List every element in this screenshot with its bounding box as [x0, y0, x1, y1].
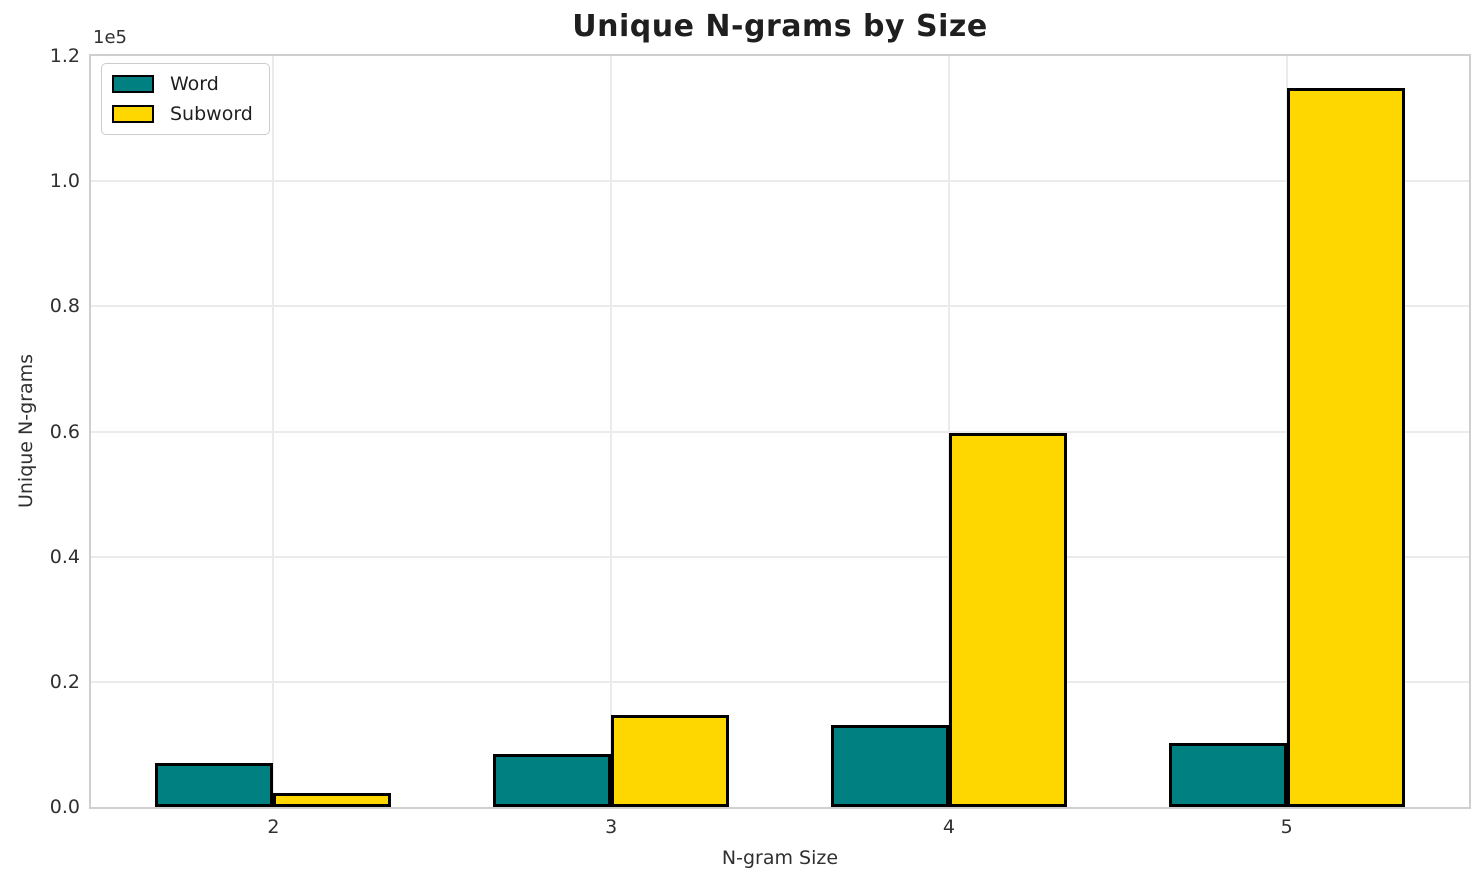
- y-tick-label: 0.6: [49, 420, 80, 443]
- y-tick-label: 0.2: [49, 670, 80, 693]
- legend-item-subword: Subword: [112, 103, 253, 125]
- y-tick-label: 0.8: [49, 295, 80, 318]
- bar-word-5: [1168, 743, 1287, 807]
- bar-subword-3: [611, 715, 730, 807]
- y-tick-label: 1.2: [49, 45, 80, 67]
- bar-subword-5: [1286, 88, 1405, 807]
- plot-frame: [89, 54, 1471, 809]
- x-tick-label: 2: [267, 816, 280, 838]
- bar-word-4: [830, 725, 949, 807]
- gridline-vertical: [610, 56, 613, 807]
- gridline-horizontal: [91, 305, 1469, 308]
- legend-label: Subword: [170, 103, 253, 125]
- bar-word-2: [155, 763, 274, 807]
- legend-label: Word: [170, 73, 219, 95]
- x-tick-label: 3: [605, 816, 618, 838]
- x-tick-label: 4: [942, 816, 955, 838]
- y-tick-label: 0.4: [49, 545, 80, 568]
- bar-subword-4: [948, 433, 1067, 807]
- legend-item-word: Word: [112, 73, 253, 95]
- legend: Word Subword: [101, 63, 270, 135]
- bar-word-3: [493, 754, 612, 807]
- chart-title: Unique N-grams by Size: [572, 9, 988, 44]
- y-axis-offset-text: 1e5: [93, 27, 127, 48]
- legend-swatch-word: [112, 75, 154, 93]
- gridline-horizontal: [91, 680, 1469, 683]
- gridline-horizontal: [91, 430, 1469, 433]
- gridline-horizontal: [91, 180, 1469, 183]
- gridline-vertical: [947, 56, 950, 807]
- y-tick-label: 1.0: [49, 170, 80, 193]
- bar-subword-2: [273, 793, 392, 807]
- plot-area: Word Subword: [89, 54, 1471, 809]
- y-tick-label: 0.0: [49, 796, 80, 818]
- gridline-vertical: [272, 56, 275, 807]
- x-tick-label: 5: [1280, 816, 1293, 838]
- gridline-horizontal: [91, 555, 1469, 558]
- legend-swatch-subword: [112, 105, 154, 123]
- x-axis-label: N-gram Size: [721, 847, 839, 869]
